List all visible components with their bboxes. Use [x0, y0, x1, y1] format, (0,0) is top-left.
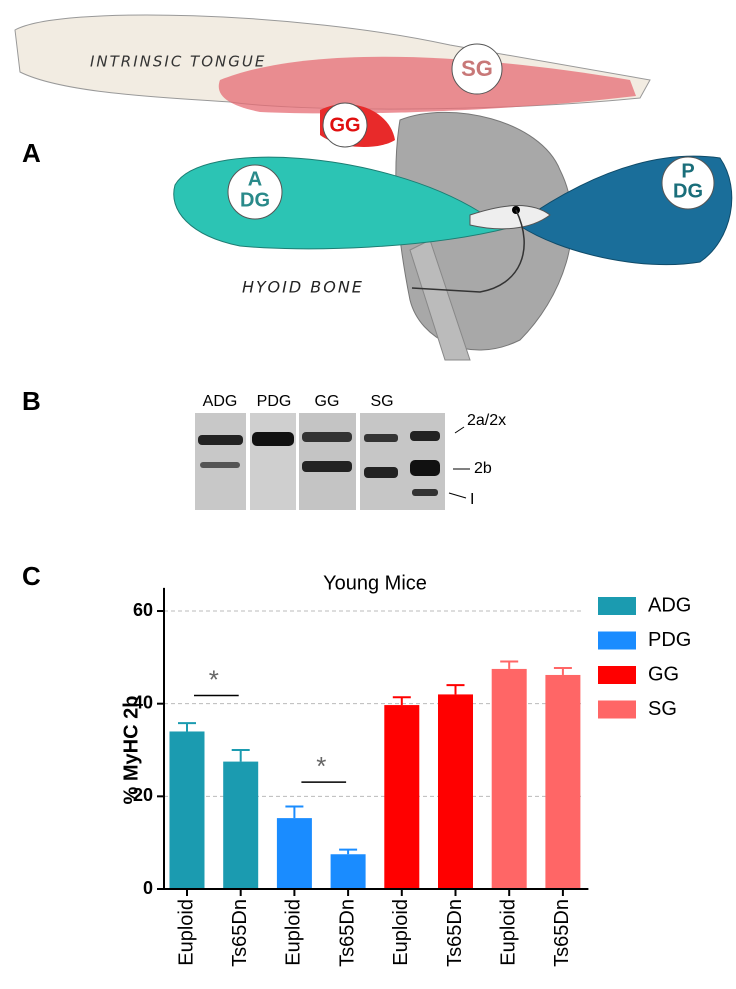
bar — [491, 668, 527, 889]
gg-label: GG — [329, 114, 360, 136]
y-tick-label: 20 — [133, 785, 153, 805]
gel-band-label: 2a/2x — [467, 412, 506, 429]
gel-lane-label: ADG — [203, 393, 238, 410]
gel-band — [252, 432, 294, 446]
sg-label: SG — [461, 56, 493, 81]
x-tick-label: Euploid — [283, 899, 305, 966]
gel-band — [364, 467, 398, 478]
trachea — [409, 239, 471, 361]
gel-band-label: 2b — [474, 460, 492, 477]
gel-band — [200, 462, 240, 468]
gel-band — [412, 489, 438, 496]
x-tick-label: Ts65Dn — [551, 899, 573, 967]
gel-lane-label: SG — [370, 393, 393, 410]
hyoid — [469, 205, 551, 230]
pdg-label: DG — [673, 180, 703, 202]
gel-band — [302, 461, 352, 472]
gel-lane-label: GG — [315, 393, 340, 410]
panel-label: B — [22, 386, 41, 416]
gel — [195, 413, 470, 510]
bar — [223, 761, 259, 889]
y-tick-label: 40 — [133, 692, 153, 712]
x-tick-label: Ts65Dn — [229, 899, 251, 967]
legend-swatch — [598, 597, 636, 615]
illustration: INTRINSIC TONGUE SG GG A DG P DG HYOID B… — [14, 14, 733, 361]
gel-lane — [195, 413, 246, 510]
y-tick-label: 60 — [133, 600, 153, 620]
gel-band — [302, 432, 352, 442]
adg-label: DG — [240, 189, 270, 211]
y-axis-label: % MyHC 2b — [120, 696, 142, 805]
y-tick-label: 0 — [143, 878, 153, 898]
pdg-label: P — [681, 160, 694, 182]
gel-band — [410, 431, 440, 441]
bar — [545, 674, 581, 889]
legend-swatch — [598, 700, 636, 719]
gel-lane-label: PDG — [257, 393, 292, 410]
gel-band — [364, 434, 398, 442]
adg-circle — [227, 164, 283, 220]
panel-label: A — [22, 138, 41, 168]
hyoid-label: HYOID BONE — [242, 278, 364, 297]
gg-circle — [322, 102, 368, 148]
bar — [330, 854, 366, 889]
x-tick-label: Euploid — [497, 899, 519, 966]
gel-band-label: I — [470, 491, 474, 508]
sg-muscle — [218, 56, 636, 114]
gel-lane — [250, 413, 296, 510]
x-tick-label: Euploid — [175, 899, 197, 966]
pdg-circle — [661, 156, 715, 210]
hyoid-pointer — [411, 209, 525, 293]
significance-label: * — [209, 664, 219, 694]
legend-swatch — [598, 631, 636, 650]
x-tick-label: Ts65Dn — [336, 899, 358, 967]
chart-title: Young Mice — [323, 572, 427, 594]
legend-label: GG — [648, 663, 679, 685]
x-tick-label: Euploid — [390, 899, 412, 966]
adg-label: A — [248, 168, 262, 190]
gel-band — [198, 435, 243, 445]
band-pointer — [454, 426, 465, 434]
legend-label: ADG — [648, 594, 691, 616]
gel-band — [410, 460, 440, 476]
bar — [384, 705, 420, 889]
legend-label: SG — [648, 698, 677, 720]
bar — [438, 694, 473, 889]
bar — [169, 731, 205, 889]
panel-label: C — [22, 561, 41, 591]
tongue-label: INTRINSIC TONGUE — [90, 53, 266, 71]
legend-swatch — [598, 666, 636, 684]
x-tick-label: Ts65Dn — [444, 899, 466, 967]
bar — [276, 818, 312, 889]
significance-label: * — [316, 751, 326, 781]
band-pointer — [448, 492, 467, 499]
legend-label: PDG — [648, 629, 691, 651]
sg-circle — [451, 43, 503, 95]
